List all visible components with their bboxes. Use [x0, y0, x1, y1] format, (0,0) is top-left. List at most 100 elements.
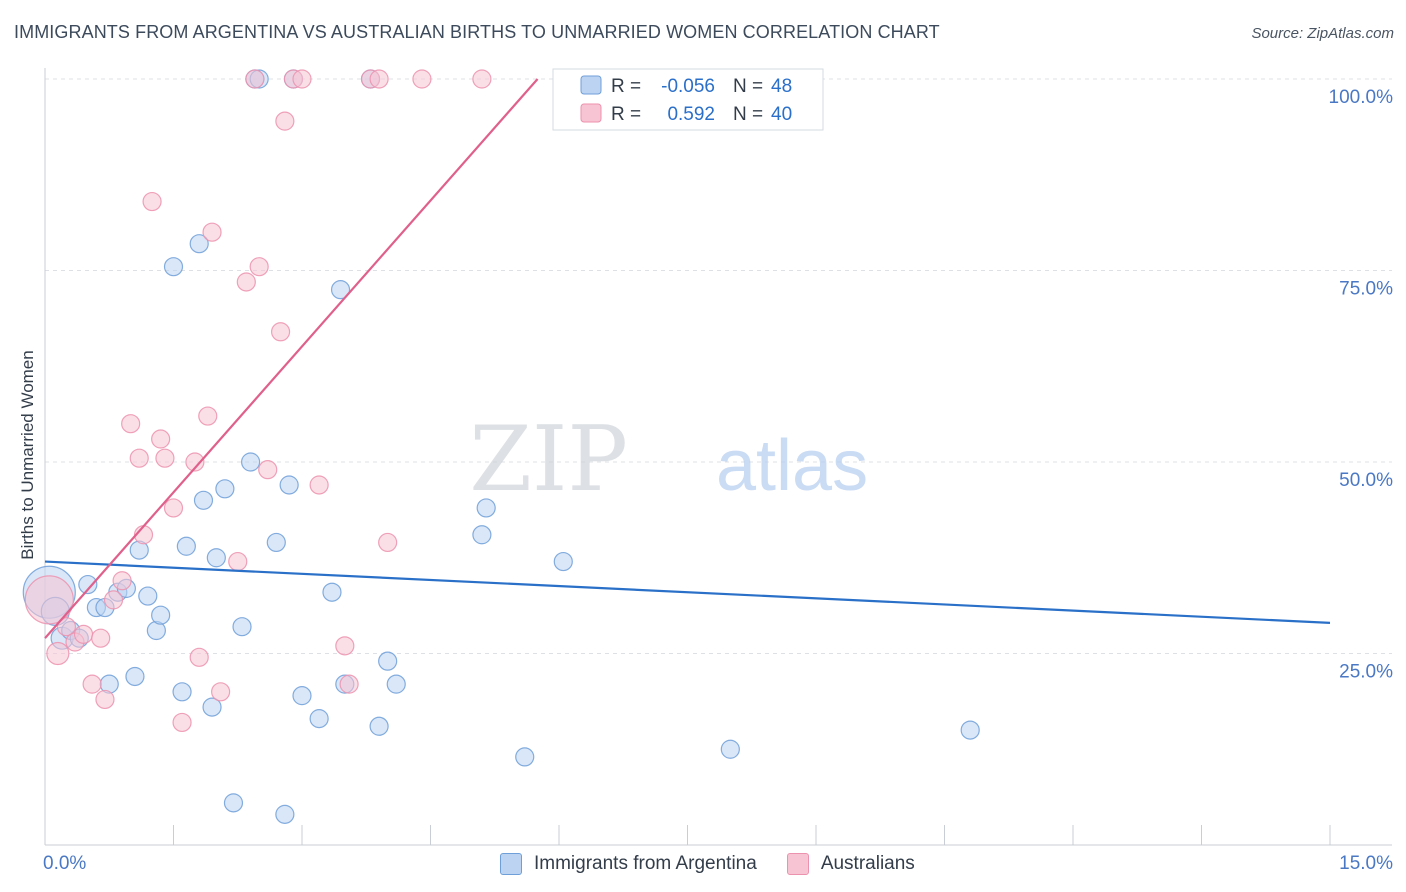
point-argentina	[476, 498, 496, 518]
watermark-zip: ZIP	[469, 407, 628, 512]
point-argentina	[206, 548, 226, 568]
point-argentina	[78, 574, 98, 595]
point-argentina	[386, 674, 406, 694]
point-argentina	[163, 257, 184, 277]
point-australians	[202, 222, 222, 242]
point-australians	[236, 272, 256, 292]
point-australians	[185, 452, 205, 472]
watermark-atlas: atlas	[716, 426, 868, 506]
legend-item-argentina: Immigrants from Argentina	[500, 853, 757, 875]
point-australians	[82, 674, 102, 694]
point-australians	[335, 636, 355, 656]
point-australians	[275, 111, 295, 131]
point-argentina	[266, 532, 286, 553]
point-argentina	[202, 697, 222, 717]
point-argentina	[193, 490, 214, 510]
point-argentina	[472, 525, 492, 545]
point-australians	[472, 69, 492, 89]
point-australians	[121, 414, 141, 434]
point-argentina	[292, 686, 312, 706]
x-tick-label: 0.0%	[43, 853, 86, 874]
legend-n-value-1: 48	[771, 76, 792, 97]
point-australians	[211, 682, 231, 702]
point-argentina	[515, 747, 535, 767]
point-australians	[151, 429, 171, 449]
point-australians	[24, 575, 74, 625]
point-australians	[270, 322, 291, 342]
series-legend: Immigrants from Argentina Australians	[500, 852, 945, 876]
point-australians	[249, 257, 269, 277]
point-argentina	[553, 551, 573, 572]
chart-title: IMMIGRANTS FROM ARGENTINA VS AUSTRALIAN …	[14, 22, 940, 42]
point-australians	[292, 69, 312, 89]
point-australians	[56, 617, 77, 637]
point-argentina	[223, 793, 244, 813]
point-australians	[91, 628, 111, 648]
legend-label-argentina: Immigrants from Argentina	[534, 853, 757, 874]
point-australians	[412, 69, 432, 89]
legend-swatch-pink	[580, 103, 602, 123]
legend-swatch-argentina	[500, 853, 522, 875]
point-australians	[163, 498, 184, 518]
legend-r-label-2: R =	[611, 104, 641, 125]
point-australians	[378, 532, 398, 553]
point-australians	[73, 624, 94, 644]
legend-item-australians: Australians	[786, 853, 915, 875]
point-australians	[369, 69, 389, 89]
point-australians	[112, 571, 132, 591]
point-argentina	[330, 280, 351, 300]
point-argentina	[720, 739, 740, 759]
trend-line-argentina	[44, 560, 1331, 624]
x-tick-label: 15.0%	[1339, 853, 1393, 874]
point-australians	[198, 406, 218, 426]
legend-n-value-2: 40	[771, 104, 792, 125]
legend-r-value-1: -0.056	[661, 76, 715, 97]
grid-lines	[45, 78, 1392, 654]
point-argentina	[241, 452, 261, 472]
point-argentina	[378, 651, 398, 671]
point-australians	[103, 590, 124, 610]
point-argentina	[189, 234, 209, 254]
point-australians	[142, 191, 162, 212]
y-tick-label: 50.0%	[1339, 470, 1393, 491]
source-label: Source: ZipAtlas.com	[1251, 25, 1394, 42]
axes	[44, 68, 1392, 846]
point-argentina	[232, 617, 252, 637]
point-argentina	[960, 720, 980, 740]
trend-line-australians	[44, 78, 539, 639]
point-argentina	[138, 586, 158, 606]
point-argentina	[151, 605, 171, 625]
point-argentina	[322, 582, 342, 602]
y-tick-label: 75.0%	[1339, 279, 1393, 300]
legend-label-australians: Australians	[820, 853, 915, 874]
point-argentina	[176, 536, 196, 556]
point-argentina	[172, 682, 192, 702]
y-axis-label: Births to Unmarried Women	[18, 350, 37, 559]
point-australians	[189, 647, 209, 667]
legend-swatch-australians	[786, 853, 809, 875]
point-australians	[228, 551, 248, 572]
point-australians	[95, 689, 115, 710]
point-australians	[309, 475, 329, 495]
legend-r-value-2: 0.592	[667, 104, 715, 125]
point-australians	[258, 460, 278, 480]
point-argentina	[125, 666, 145, 687]
point-australians	[172, 712, 192, 733]
tick-labels: 25.0% 50.0% 75.0% 100.0% 0.0% 15.0%	[43, 87, 1393, 874]
y-tick-label: 100.0%	[1329, 87, 1394, 108]
point-argentina	[215, 479, 235, 499]
point-australians	[339, 674, 359, 694]
correlation-legend: R = -0.056 N = 48 R = 0.592 N = 40	[552, 68, 824, 131]
point-australians	[245, 69, 265, 89]
legend-n-label-1: N =	[733, 76, 763, 97]
point-australians	[129, 448, 149, 468]
legend-r-label-1: R =	[611, 76, 641, 97]
legend-n-label-2: N =	[733, 104, 763, 125]
legend-swatch-blue	[580, 75, 602, 95]
point-argentina	[309, 709, 329, 729]
data-points	[22, 69, 980, 824]
point-australians	[46, 641, 70, 666]
trend-lines	[44, 78, 1331, 639]
y-tick-label: 25.0%	[1339, 662, 1393, 683]
